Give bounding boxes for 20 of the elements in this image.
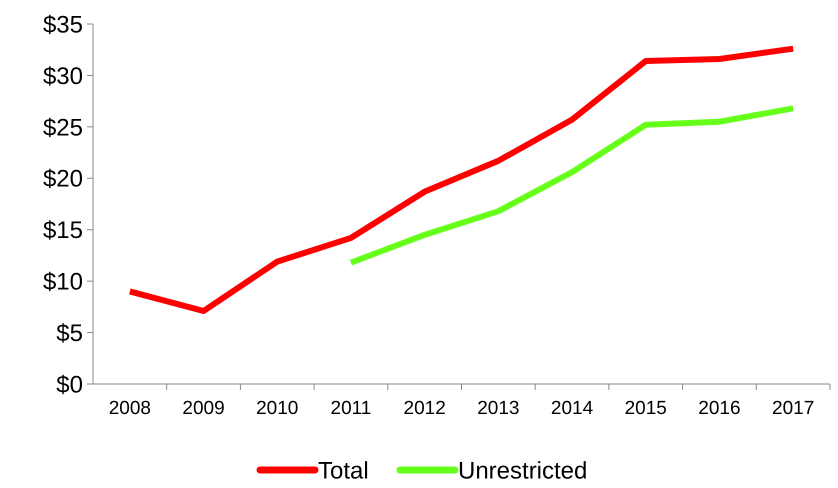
legend-label: Unrestricted xyxy=(458,457,588,484)
y-tick-label: $10 xyxy=(42,268,83,296)
y-tick-label: $20 xyxy=(42,166,83,193)
legend-label: Total xyxy=(318,457,369,484)
y-tick-label: $30 xyxy=(42,62,83,90)
x-tick-label: 2010 xyxy=(256,398,298,419)
x-tick-label: 2013 xyxy=(477,398,520,419)
x-tick-label: 2011 xyxy=(330,398,372,419)
x-tick-label: 2014 xyxy=(550,398,594,419)
x-tick-label: 2016 xyxy=(698,398,741,419)
y-tick-label: $25 xyxy=(42,114,83,142)
x-tick-label: 2012 xyxy=(404,398,446,419)
x-tick-label: 2015 xyxy=(624,398,667,419)
y-tick-label: $15 xyxy=(42,217,83,244)
x-tick-label: 2017 xyxy=(772,398,814,419)
x-tick-label: 2009 xyxy=(182,398,225,419)
y-tick-label: $5 xyxy=(56,320,83,347)
x-tick-label: 2008 xyxy=(108,398,151,419)
y-tick-label: $0 xyxy=(56,371,83,398)
y-tick-label: $35 xyxy=(42,11,83,38)
